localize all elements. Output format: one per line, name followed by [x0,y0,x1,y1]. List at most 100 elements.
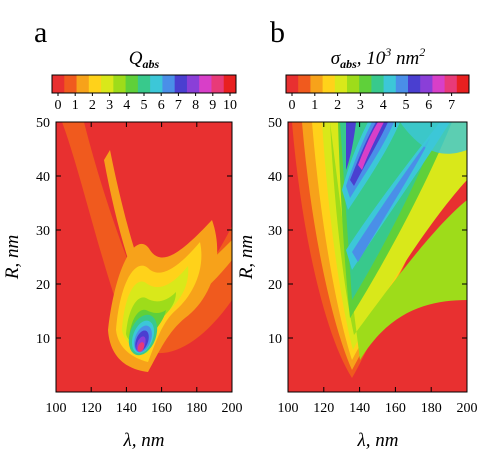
colorbar-swatch [113,75,127,93]
y-tick-label: 30 [268,224,282,239]
colorbar-tick-label: 4 [123,98,130,113]
x-tick-label: 100 [46,401,67,416]
axes-b: 100 120 140 160 180 200 10 20 30 40 50 [268,116,478,416]
x-tick-label: 160 [385,401,406,416]
colorbar-swatch [186,75,200,93]
colorbar-tick-label: 0 [289,98,296,113]
colorbar-swatch [223,75,237,93]
colorbar-tick-label: 7 [448,98,455,113]
colorbar-swatch [125,75,139,93]
x-tick-label: 140 [349,401,370,416]
colorbar-tick-label: 1 [72,98,79,113]
x-tick-label: 180 [186,401,207,416]
colorbar-tick-label: 9 [209,98,216,113]
colorbar-swatch [444,75,458,93]
colorbar-tick-label: 10 [223,98,237,113]
colorbar-swatch [137,75,151,93]
colorbar-swatch [162,75,176,93]
colorbar-swatch [383,75,397,93]
colorbar-swatch [199,75,212,93]
colorbar-swatch [347,75,360,93]
contour-b-top-right [400,122,467,154]
contour-b-ridge-3 [346,122,356,170]
colorbar-tick-label: 2 [334,98,341,113]
colorbar-tick-label: 1 [311,98,318,113]
x-tick-label: 140 [116,401,137,416]
colorbar-swatch [150,75,163,93]
x-tick-label: 120 [313,401,334,416]
heatmap-a [56,122,232,392]
colorbar-swatch [371,75,385,93]
colorbar-tick-label: 6 [425,98,432,113]
contour-a-peak [137,342,145,352]
x-tick-label: 120 [81,401,102,416]
colorbar-swatch [322,75,336,93]
x-axis-label-a: λ, nm [123,430,165,451]
x-tick-label: 180 [421,401,442,416]
colorbar-swatch [359,75,372,93]
colorbar-tick-label: 6 [158,98,165,113]
x-axis-label-b: λ, nm [357,430,399,451]
colorbar-swatch [52,75,65,93]
colorbar-tick-label: 5 [141,98,148,113]
y-tick-label: 50 [268,116,282,131]
x-tick-label: 160 [151,401,172,416]
panel-label-b: b [270,16,285,49]
y-tick-label: 40 [36,170,50,185]
colorbar-swatch [286,75,299,93]
contour-b-ridge-2-outer [342,122,400,210]
colorbar-tick-label: 4 [380,98,387,113]
colorbar-swatch [456,75,470,93]
y-tick-label: 40 [268,170,282,185]
colorbar-a-ticks: 0 1 2 3 4 5 6 7 8 9 10 [55,93,237,113]
colorbar-swatch [76,75,90,93]
contour-b-ridge-2-peak [358,122,384,170]
colorbar-swatch [64,75,78,93]
y-tick-label: 10 [268,332,282,347]
colorbar-b [285,74,470,94]
colorbar-tick-label: 8 [192,98,199,113]
colorbar-frame [285,74,470,94]
y-axis-label-b: R, nm [236,235,257,280]
colorbar-swatch [334,75,348,93]
panel-label-a: a [34,16,47,49]
colorbar-tick-label: 3 [106,98,113,113]
heatmap-b [288,122,467,392]
colorbar-tick-label: 3 [357,98,364,113]
plot-a-frame [55,121,233,393]
colorbar-swatch [298,75,311,93]
y-tick-label: 10 [36,332,50,347]
colorbar-swatch [211,75,225,93]
colorbar-tick-label: 0 [55,98,62,113]
colorbar-swatch [408,75,421,93]
contour-b-ridge-2-inner [350,122,388,186]
colorbar-swatch [420,75,433,93]
contour-b-ridge-1-inner [352,138,430,262]
colorbar-swatch [310,75,324,93]
colorbar-tick-label: 7 [175,98,182,113]
plot-b-frame [287,121,468,393]
x-tick-label: 200 [457,401,478,416]
y-tick-label: 20 [36,278,50,293]
contour-b-ridge-2-mid [346,122,394,198]
colorbar-b-title: σabs, 103 nm2 [331,45,426,71]
axes-a: 100 120 140 160 180 200 10 20 30 40 50 [36,116,243,416]
colorbar-swatch [432,75,446,93]
y-tick-label: 30 [36,224,50,239]
colorbar-swatch [395,75,409,93]
colorbar-tick-label: 5 [403,98,410,113]
x-tick-label: 100 [278,401,299,416]
colorbar-swatch [88,75,102,93]
colorbar-tick-label: 2 [89,98,96,113]
colorbar-swatch [174,75,188,93]
x-tick-label: 200 [222,401,243,416]
colorbar-swatch [101,75,114,93]
y-tick-label: 20 [268,278,282,293]
y-axis-label-a: R, nm [2,235,23,280]
colorbar-a [51,74,237,94]
colorbar-a-title: Qabs [129,48,160,71]
contour-b-band-5 [330,122,467,360]
